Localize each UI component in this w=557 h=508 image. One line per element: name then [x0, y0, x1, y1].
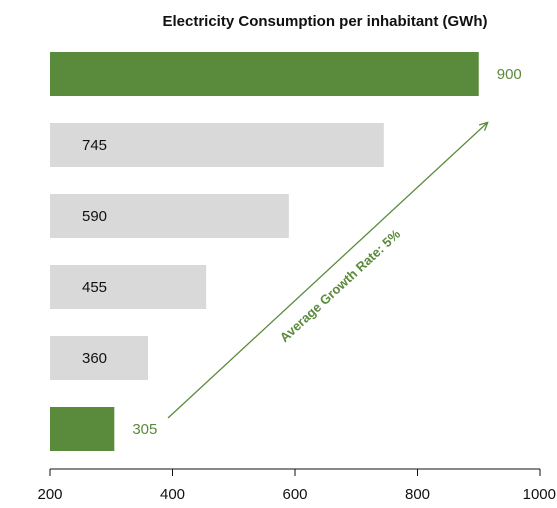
bar-value-label-4: 360 [82, 350, 107, 367]
bar-0 [50, 52, 479, 96]
chart-title: Electricity Consumption per inhabitant (… [162, 13, 487, 30]
x-ticks-group: 200 400 600 800 1000 [37, 469, 556, 503]
bar-3 [50, 265, 207, 309]
growth-annotation: Average Growth Rate: 5% [167, 123, 487, 419]
x-tick-label-3: 800 [405, 486, 430, 503]
bar-4 [50, 336, 148, 380]
bar-5 [50, 407, 115, 451]
x-tick-label-4: 1000 [523, 486, 556, 503]
bar-1 [50, 123, 384, 167]
bar-value-label-5: 305 [132, 421, 157, 438]
x-tick-label-2: 600 [282, 486, 307, 503]
x-tick-label-0: 200 [37, 486, 62, 503]
growth-arrow [167, 123, 487, 419]
x-tick-label-1: 400 [160, 486, 185, 503]
bar-value-label-0: 900 [497, 66, 522, 83]
bars-group [50, 52, 479, 451]
bar-value-label-1: 745 [82, 137, 107, 154]
bar-value-label-3: 455 [82, 279, 107, 296]
bar-2 [50, 194, 289, 238]
growth-rate-label: Average Growth Rate: 5% [277, 226, 404, 345]
bar-value-label-2: 590 [82, 208, 107, 225]
value-labels-group: 900 745 590 455 360 305 [82, 66, 522, 438]
